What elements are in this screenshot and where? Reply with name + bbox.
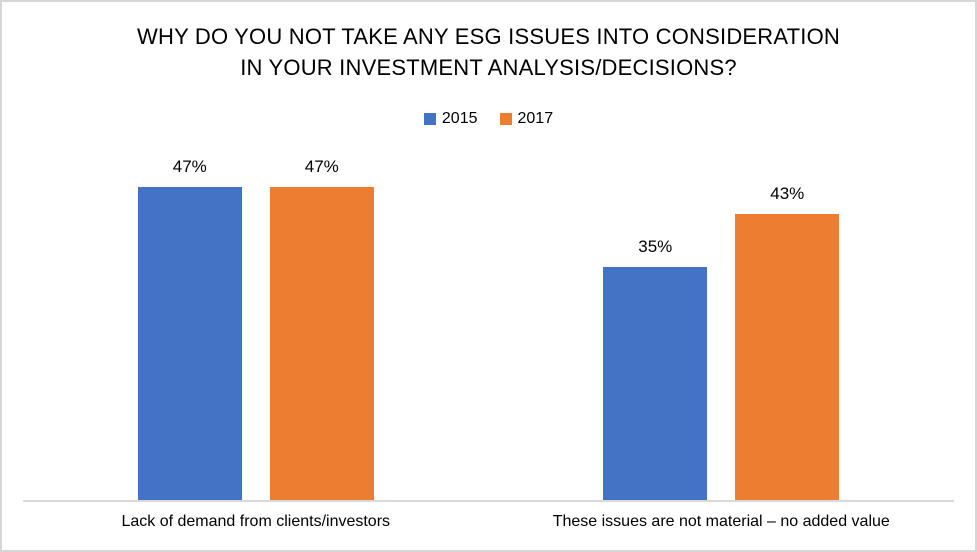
legend-item-2015: 2015: [423, 110, 478, 128]
chart-title: WHY DO YOU NOT TAKE ANY ESG ISSUES INTO …: [2, 21, 975, 83]
data-label-2017-lack-of-demand: 47%: [304, 157, 339, 177]
bar-wrap-2015-not-material: 35%: [603, 237, 708, 501]
category-label-not-material: These issues are not material – no added…: [552, 513, 890, 530]
legend-swatch-2017: [499, 113, 512, 125]
x-axis-line: [23, 500, 954, 502]
bar-group-lack-of-demand: 47% 47%: [23, 157, 489, 501]
bar-2015-not-material: [603, 267, 708, 501]
legend: 2015 2017: [2, 110, 975, 128]
data-label-2015-not-material: 35%: [638, 237, 673, 257]
bar-2015-lack-of-demand: [137, 187, 242, 501]
legend-item-2017: 2017: [499, 110, 554, 128]
legend-label-2017: 2017: [517, 110, 554, 127]
chart-title-line2: IN YOUR INVESTMENT ANALYSIS/DECISIONS?: [240, 55, 737, 80]
bar-2017-lack-of-demand: [269, 187, 374, 501]
bar-wrap-2017-not-material: 43%: [735, 183, 840, 501]
legend-label-2015: 2015: [441, 110, 478, 127]
chart-title-line1: WHY DO YOU NOT TAKE ANY ESG ISSUES INTO …: [137, 24, 840, 49]
legend-swatch-2015: [423, 113, 436, 125]
category-label-lack-of-demand: Lack of demand from clients/investors: [121, 513, 391, 530]
data-label-2017-not-material: 43%: [770, 183, 805, 203]
bar-wrap-2015-lack-of-demand: 47%: [137, 157, 242, 501]
bar-2017-not-material: [735, 213, 840, 501]
data-label-2015-lack-of-demand: 47%: [172, 157, 207, 177]
plot-area: 47% 47% 35% 43%: [23, 157, 955, 502]
bar-wrap-2017-lack-of-demand: 47%: [269, 157, 374, 501]
bar-group-not-material: 35% 43%: [489, 167, 955, 501]
category-axis-labels: Lack of demand from clients/investors Th…: [23, 513, 954, 531]
